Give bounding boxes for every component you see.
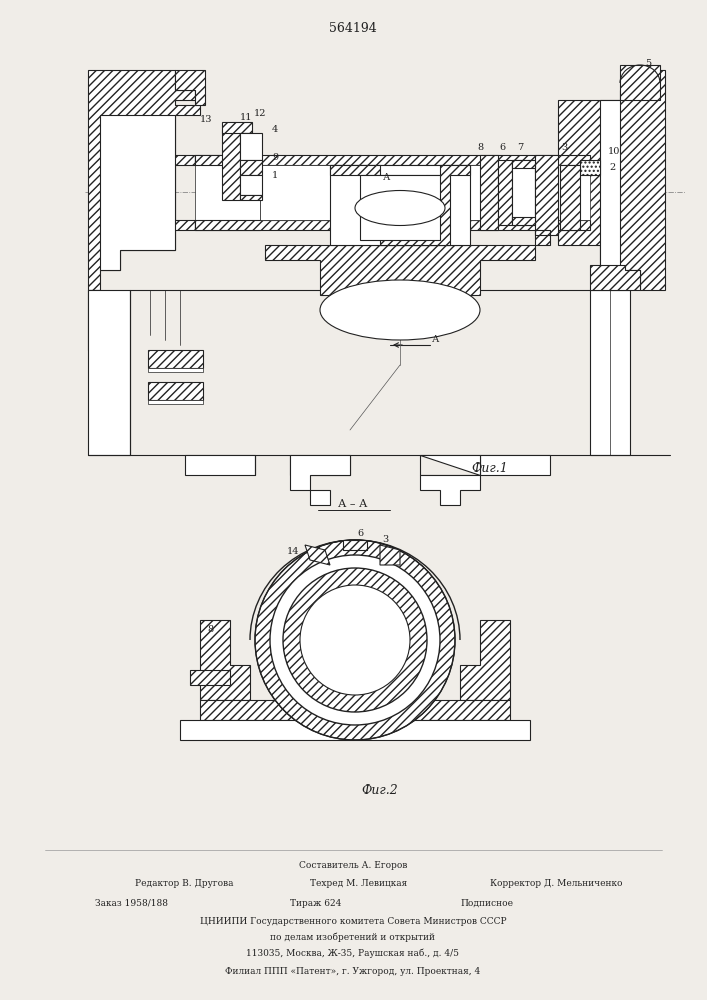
Bar: [148, 382, 203, 400]
Polygon shape: [558, 70, 665, 290]
Text: 7: 7: [517, 143, 523, 152]
Polygon shape: [200, 700, 510, 720]
Text: Тираж 624: Тираж 624: [290, 898, 341, 908]
Polygon shape: [195, 155, 260, 165]
Text: А: А: [382, 174, 390, 182]
Text: 2: 2: [609, 162, 615, 172]
Text: 1: 1: [272, 172, 278, 180]
Circle shape: [255, 540, 455, 740]
Polygon shape: [190, 670, 230, 685]
Text: 4: 4: [272, 125, 278, 134]
Polygon shape: [180, 720, 530, 740]
Text: Составитель А. Егоров: Составитель А. Егоров: [299, 860, 407, 869]
Circle shape: [300, 585, 410, 695]
Text: 14: 14: [287, 548, 299, 556]
Polygon shape: [480, 455, 550, 475]
Polygon shape: [380, 545, 400, 565]
Polygon shape: [195, 155, 590, 165]
Polygon shape: [590, 265, 640, 290]
Polygon shape: [460, 620, 510, 700]
Polygon shape: [88, 290, 130, 455]
Ellipse shape: [320, 280, 480, 340]
Text: А: А: [432, 336, 439, 344]
Polygon shape: [290, 455, 350, 505]
Polygon shape: [240, 175, 262, 195]
Text: 3: 3: [561, 143, 567, 152]
Text: Корректор Д. Мельниченко: Корректор Д. Мельниченко: [490, 879, 622, 888]
Polygon shape: [195, 220, 590, 230]
Text: А – А: А – А: [339, 499, 368, 509]
Polygon shape: [305, 545, 330, 565]
Polygon shape: [330, 165, 470, 245]
Text: 11: 11: [240, 113, 252, 122]
Bar: [260, 165, 590, 220]
Text: 113035, Москва, Ж-35, Раушская наб., д. 4/5: 113035, Москва, Ж-35, Раушская наб., д. …: [247, 948, 460, 958]
Polygon shape: [240, 160, 262, 175]
Polygon shape: [498, 160, 512, 225]
Polygon shape: [265, 245, 535, 305]
Bar: [195, 165, 260, 220]
Text: по делам изобретений и открытий: по делам изобретений и открытий: [271, 932, 436, 942]
Text: Фиг.2: Фиг.2: [361, 784, 398, 796]
Polygon shape: [480, 155, 498, 230]
Polygon shape: [88, 70, 200, 290]
Polygon shape: [242, 133, 250, 145]
Polygon shape: [222, 122, 252, 133]
Bar: [148, 368, 203, 372]
Ellipse shape: [355, 190, 445, 226]
Polygon shape: [343, 540, 367, 550]
Text: 8: 8: [207, 626, 213, 635]
Text: 10: 10: [608, 147, 620, 156]
Bar: [148, 400, 203, 404]
Circle shape: [283, 568, 427, 712]
Polygon shape: [240, 195, 262, 200]
Polygon shape: [222, 130, 240, 200]
Circle shape: [270, 555, 440, 725]
Polygon shape: [330, 165, 470, 245]
Text: 12: 12: [254, 109, 267, 118]
Text: 3: 3: [382, 536, 388, 544]
Polygon shape: [535, 155, 558, 245]
Text: Фиг.1: Фиг.1: [472, 462, 508, 475]
Text: 6: 6: [499, 143, 505, 152]
Text: 5: 5: [645, 58, 651, 68]
Polygon shape: [512, 160, 535, 225]
Text: Филиал ППП «Патент», г. Ужгород, ул. Проектная, 4: Филиал ППП «Патент», г. Ужгород, ул. Про…: [226, 966, 481, 976]
Polygon shape: [580, 160, 600, 175]
Text: Подписное: Подписное: [460, 898, 513, 908]
Polygon shape: [240, 133, 262, 160]
Text: Заказ 1958/188: Заказ 1958/188: [95, 898, 168, 908]
Polygon shape: [88, 290, 100, 350]
Polygon shape: [360, 175, 440, 240]
Text: 564194: 564194: [329, 21, 377, 34]
Polygon shape: [600, 100, 620, 270]
Polygon shape: [620, 65, 660, 100]
Polygon shape: [185, 455, 255, 475]
Polygon shape: [200, 620, 250, 700]
Text: 8: 8: [477, 143, 483, 152]
Text: Техред М. Левицкая: Техред М. Левицкая: [310, 879, 407, 888]
Polygon shape: [512, 160, 535, 168]
Polygon shape: [195, 220, 260, 230]
Text: Редактор В. Другова: Редактор В. Другова: [135, 879, 233, 888]
Text: 13: 13: [200, 114, 212, 123]
Bar: [148, 350, 203, 368]
Polygon shape: [175, 70, 205, 105]
Polygon shape: [420, 455, 480, 505]
Polygon shape: [560, 165, 580, 230]
Text: ЦНИИПИ Государственного комитета Совета Министров СССР: ЦНИИПИ Государственного комитета Совета …: [199, 916, 506, 926]
Polygon shape: [100, 115, 175, 270]
Text: 6: 6: [357, 528, 363, 538]
Polygon shape: [590, 290, 630, 455]
Text: 9: 9: [272, 153, 278, 162]
Polygon shape: [512, 217, 535, 225]
